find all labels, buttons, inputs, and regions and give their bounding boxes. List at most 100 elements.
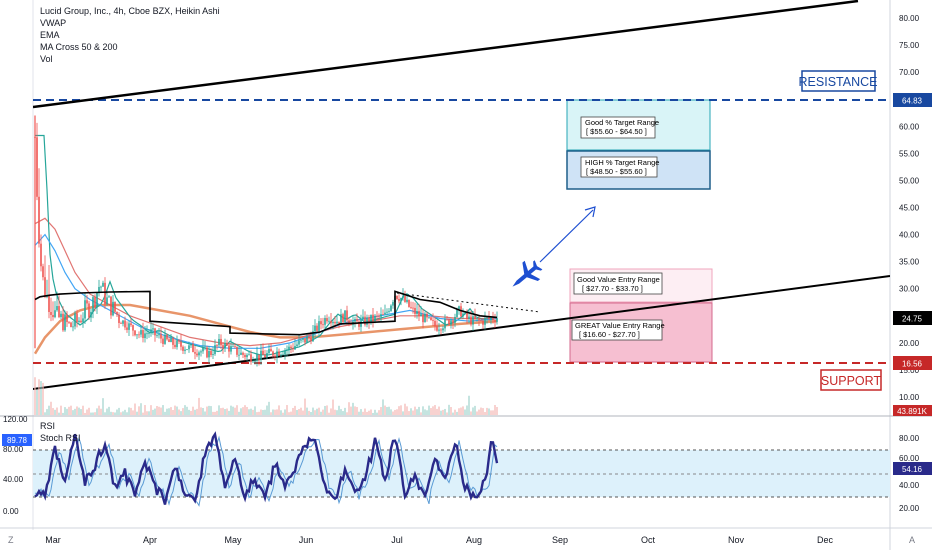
rsi-right-tick: 60.00 — [899, 454, 920, 463]
time-tick-label: Nov — [728, 535, 745, 545]
upper-trendline[interactable] — [33, 0, 859, 109]
candle-body — [200, 351, 202, 353]
candle-body — [326, 318, 328, 322]
volume-bar — [56, 407, 58, 415]
candle-body — [302, 338, 304, 340]
volume-bar — [364, 408, 366, 415]
candle-body — [496, 318, 498, 322]
legend-vol[interactable]: Vol — [40, 54, 53, 64]
candle-body — [294, 345, 296, 350]
volume-bar — [188, 409, 190, 415]
candle-body — [140, 330, 142, 335]
legend-title[interactable]: Lucid Group, Inc., 4h, Cboe BZX, Heikin … — [40, 6, 220, 16]
descending-trendline[interactable] — [396, 292, 541, 313]
candle-body — [254, 360, 256, 362]
time-tick-label: Aug — [466, 535, 482, 545]
candle-body — [282, 354, 284, 356]
rsi-left-tick: 40.00 — [3, 475, 24, 484]
volume-bar — [254, 406, 256, 415]
volume-bar — [448, 404, 450, 415]
time-tick-label: Apr — [143, 535, 157, 545]
candle-body — [174, 344, 176, 348]
price-tick-label: 45.00 — [899, 204, 920, 213]
volume-bar — [208, 405, 210, 415]
candle-body — [170, 338, 172, 343]
price-tick-label: 15.00 — [899, 366, 920, 375]
candle-body — [160, 334, 162, 339]
volume-bar — [62, 412, 64, 415]
time-axis[interactable]: Mar Apr May Jun Jul Aug Sep Oct Nov Dec — [45, 535, 833, 545]
volume-bar — [258, 411, 260, 415]
volume-bar — [434, 405, 436, 415]
lower-trendline[interactable] — [33, 275, 890, 390]
volume-bar — [68, 406, 70, 415]
candle-body — [214, 345, 216, 355]
candle-body — [92, 297, 94, 312]
candle-body — [188, 345, 190, 350]
candle-body — [172, 338, 174, 345]
rsi-left-tick: 0.00 — [3, 507, 19, 516]
candle-body — [314, 325, 316, 332]
airplane-icon — [512, 260, 543, 287]
candle-body — [288, 346, 290, 350]
volume-bar — [486, 407, 488, 415]
candle-body — [274, 355, 276, 358]
volume-bar — [288, 412, 290, 415]
volume-bar — [124, 409, 126, 415]
candle-body — [238, 354, 240, 356]
volume-bar — [144, 405, 146, 415]
volume-bar — [386, 407, 388, 415]
candle-body — [296, 344, 298, 346]
legend-ma-cross[interactable]: MA Cross 50 & 200 — [40, 42, 118, 52]
great-entry-range-text: [ $16.60 - $27.70 ] — [579, 330, 640, 339]
resistance-price-badge: 64.83 — [893, 93, 932, 107]
volume-bar — [354, 406, 356, 415]
candle-body — [48, 295, 50, 312]
volume-bar — [278, 405, 280, 415]
volume-bar — [392, 411, 394, 415]
candle-body — [62, 313, 64, 331]
price-tick-label: 80.00 — [899, 14, 920, 23]
volume-bar — [292, 407, 294, 415]
volume-bar — [406, 406, 408, 415]
volume-bar — [36, 389, 38, 415]
volume-bar — [396, 409, 398, 415]
price-tick-label: 60.00 — [899, 122, 920, 131]
candle-body — [438, 329, 440, 331]
volume-bar — [60, 405, 62, 415]
volume-bar — [168, 408, 170, 415]
volume-bar — [116, 409, 118, 415]
auto-scale-button[interactable]: A — [909, 535, 915, 545]
volume-bar — [108, 406, 110, 415]
volume-bar — [252, 409, 254, 415]
volume-bar — [338, 405, 340, 415]
volume-bar — [268, 401, 270, 415]
legend-vwap[interactable]: VWAP — [40, 18, 67, 28]
volume-bar — [244, 405, 246, 415]
volume-bar — [482, 408, 484, 415]
rsi-pane[interactable] — [33, 431, 890, 507]
volume-bar — [384, 405, 386, 415]
volume-bar — [430, 408, 432, 415]
legend-ema[interactable]: EMA — [40, 30, 60, 40]
candle-body — [166, 334, 168, 340]
timezone-corner[interactable]: Z — [8, 535, 14, 545]
volume-bar — [394, 409, 396, 415]
candle-body — [262, 350, 264, 355]
volume-bar — [260, 409, 262, 415]
volume-bar — [326, 405, 328, 415]
candle-body — [212, 354, 214, 356]
price-axis[interactable]: 80.0075.0070.0065.0060.0055.0050.0045.00… — [899, 14, 920, 402]
price-tick-label: 10.00 — [899, 393, 920, 402]
volume-bar — [238, 411, 240, 415]
candle-body — [420, 314, 422, 317]
volume-bar — [476, 411, 478, 415]
candle-body — [386, 311, 388, 313]
candle-body — [434, 320, 436, 327]
candle-body — [426, 313, 428, 318]
candle-body — [60, 313, 62, 318]
great-entry-label: GREAT Value Entry Range [ $16.60 - $27.7… — [571, 319, 665, 341]
volume-bar — [264, 409, 266, 415]
volume-bar — [460, 407, 462, 415]
